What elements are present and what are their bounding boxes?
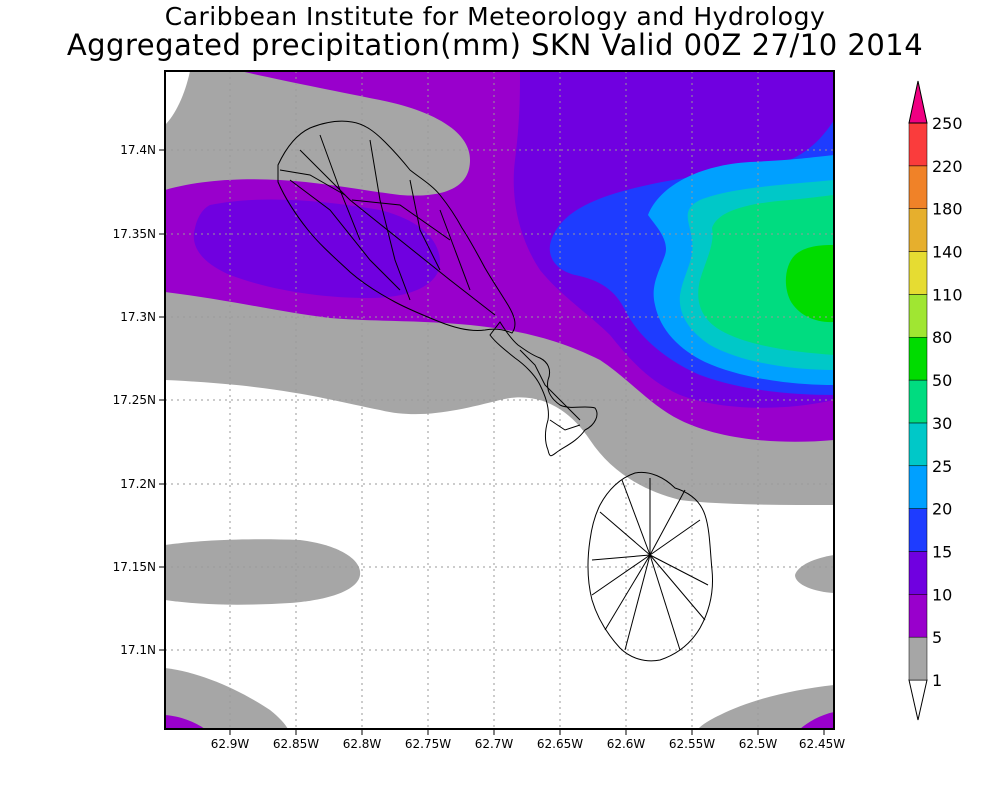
colorbar-level-label: 220 <box>932 157 963 176</box>
colorbar-level-label: 15 <box>932 542 952 561</box>
colorbar-swatch <box>908 465 928 509</box>
colorbar-level-label: 180 <box>932 200 963 219</box>
lat-tick-label: 17.2N <box>120 477 156 491</box>
lat-tick-label: 17.35N <box>113 227 156 241</box>
colorbar-level-label: 20 <box>932 500 952 519</box>
colorbar-swatch <box>908 122 928 167</box>
lon-tick-label: 62.9W <box>211 737 250 751</box>
map-gridlines <box>165 71 834 729</box>
lon-tick-label: 62.45W <box>799 737 845 751</box>
colorbar-level-label: 110 <box>932 285 963 304</box>
colorbar-level-label: 30 <box>932 414 952 433</box>
lat-tick-label: 17.25N <box>113 393 156 407</box>
lon-tick-label: 62.5W <box>739 737 778 751</box>
lon-tick-label: 62.7W <box>475 737 514 751</box>
colorbar-swatch <box>908 336 928 381</box>
colorbar-level-label: 140 <box>932 243 963 262</box>
colorbar-swatch <box>908 251 928 295</box>
lat-tick-label: 17.1N <box>120 643 156 657</box>
precip-band-1-5-southeast <box>698 685 834 729</box>
chart-title-line1: Caribbean Institute for Meteorology and … <box>164 2 826 31</box>
precip-band-50-80 <box>785 245 834 323</box>
precip-band-1-5-west <box>165 539 361 605</box>
precip-band-1-5-southwest <box>165 668 288 729</box>
lon-tick-label: 62.75W <box>405 737 451 751</box>
lat-axis-labels: 17.4N 17.35N 17.3N 17.25N 17.2N 17.15N 1… <box>113 143 156 657</box>
colorbar-swatch <box>908 208 928 252</box>
lon-tick-label: 62.55W <box>669 737 715 751</box>
st-kitts-outline <box>277 120 598 457</box>
colorbar-level-label: 5 <box>932 628 942 647</box>
lon-tick-label: 62.65W <box>537 737 583 751</box>
colorbar-triangle-high <box>908 80 928 124</box>
axis-ticks <box>159 149 825 735</box>
colorbar-level-label: 80 <box>932 328 952 347</box>
lon-axis-labels: 62.9W 62.85W 62.8W 62.75W 62.7W 62.65W 6… <box>211 737 846 751</box>
lon-tick-label: 62.6W <box>607 737 646 751</box>
colorbar-level-label: 250 <box>932 114 963 133</box>
chart-title-line2: Aggregated precipitation(mm) SKN Valid 0… <box>66 28 924 62</box>
colorbar-level-label: 50 <box>932 371 952 390</box>
colorbar-swatch <box>908 422 928 467</box>
colorbar-level-label: 1 <box>932 671 942 690</box>
colorbar-swatch <box>908 551 928 595</box>
colorbar-swatch <box>908 294 928 338</box>
lon-tick-label: 62.8W <box>343 737 382 751</box>
colorbar-level-label: 25 <box>932 457 952 476</box>
colorbar-triangle-low <box>908 679 928 721</box>
colorbar-swatch <box>908 508 928 552</box>
colorbar-swatch <box>908 165 928 209</box>
precip-band-1-5-east <box>795 555 834 593</box>
lon-tick-label: 62.85W <box>273 737 319 751</box>
lat-tick-label: 17.3N <box>120 310 156 324</box>
precip-band-30-50 <box>698 195 834 355</box>
colorbar-level-label: 10 <box>932 585 952 604</box>
precip-field <box>165 71 834 729</box>
colorbar-swatch <box>908 379 928 424</box>
nevis-outline <box>587 471 713 662</box>
colorbar-swatch <box>908 594 928 638</box>
lat-tick-label: 17.4N <box>120 143 156 157</box>
colorbar-swatch <box>908 636 928 681</box>
lat-tick-label: 17.15N <box>113 560 156 574</box>
